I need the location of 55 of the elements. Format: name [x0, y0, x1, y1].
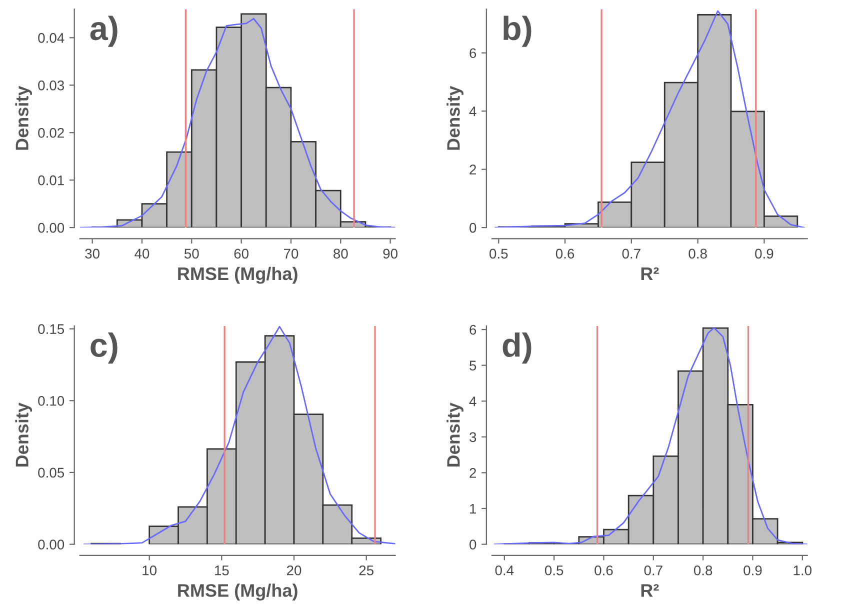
x-tick-label: 1.0 — [794, 565, 812, 576]
chart-title: d) — [502, 332, 532, 364]
y-tick-label: 3 — [470, 432, 476, 442]
y-tick-label: 6 — [470, 324, 476, 335]
x-axis-title: R² — [641, 267, 659, 280]
x-tick-label: 70 — [284, 248, 298, 259]
y-tick-label: 0.15 — [38, 324, 64, 334]
x-axis-title: RMSE (Mg/ha) — [178, 266, 298, 284]
y-axis-title: Density — [446, 402, 464, 467]
chart-title: a) — [90, 16, 118, 47]
x-tick-label: 15 — [215, 566, 229, 576]
x-tick-label: 10 — [142, 565, 157, 576]
x-tick-label: 0.7 — [622, 248, 640, 259]
x-tick-label: 90 — [383, 248, 398, 259]
x-tick-label: 0.9 — [744, 565, 762, 576]
y-tick-label: 5 — [470, 360, 476, 370]
y-tick-label: 0.03 — [38, 80, 64, 90]
x-tick-label: 30 — [85, 248, 100, 259]
x-tick-label: 25 — [359, 565, 374, 576]
x-tick-label: 0.5 — [544, 565, 564, 576]
y-tick-label: 0 — [470, 222, 476, 233]
x-tick-label: 50 — [184, 248, 199, 259]
y-tick-label: 6 — [470, 48, 476, 58]
y-tick-label: 0.02 — [38, 128, 64, 138]
y-tick-label: 0.04 — [38, 33, 64, 43]
y-tick-label: 4 — [469, 106, 476, 116]
x-tick-label: 0.9 — [755, 248, 774, 259]
y-tick-label: 2 — [470, 164, 476, 174]
y-tick-label: 0.00 — [38, 540, 64, 550]
y-tick-label: 4 — [469, 396, 476, 406]
x-tick-label: 40 — [134, 248, 150, 259]
chart-title: b) — [504, 16, 532, 47]
y-axis-title: Density — [15, 402, 32, 467]
x-tick-label: 0.5 — [490, 248, 508, 259]
x-axis-title: R² — [641, 584, 659, 597]
y-tick-label: 2 — [470, 468, 476, 478]
y-tick-label: 1 — [470, 504, 476, 514]
y-tick-label: 0 — [470, 540, 476, 550]
x-tick-label: 0.8 — [694, 565, 712, 576]
x-tick-label: 0.6 — [556, 248, 574, 259]
x-tick-label: 60 — [234, 248, 248, 259]
y-axis-title: Density — [15, 86, 32, 150]
chart-title: c) — [90, 332, 118, 364]
x-tick-label: 20 — [286, 565, 302, 576]
x-tick-label: 80 — [334, 248, 348, 259]
y-tick-label: 0.05 — [38, 468, 64, 478]
y-tick-label: 0.01 — [38, 175, 64, 186]
y-tick-label: 0.10 — [38, 396, 64, 406]
x-tick-label: 0.8 — [688, 248, 707, 259]
x-tick-label: 0.7 — [644, 565, 662, 576]
x-tick-label: 0.4 — [495, 565, 514, 576]
y-tick-label: 0.00 — [38, 222, 64, 233]
x-axis-title: RMSE (Mg/ha) — [178, 584, 298, 601]
x-tick-label: 0.6 — [594, 565, 613, 576]
y-axis-title: Density — [446, 86, 464, 150]
